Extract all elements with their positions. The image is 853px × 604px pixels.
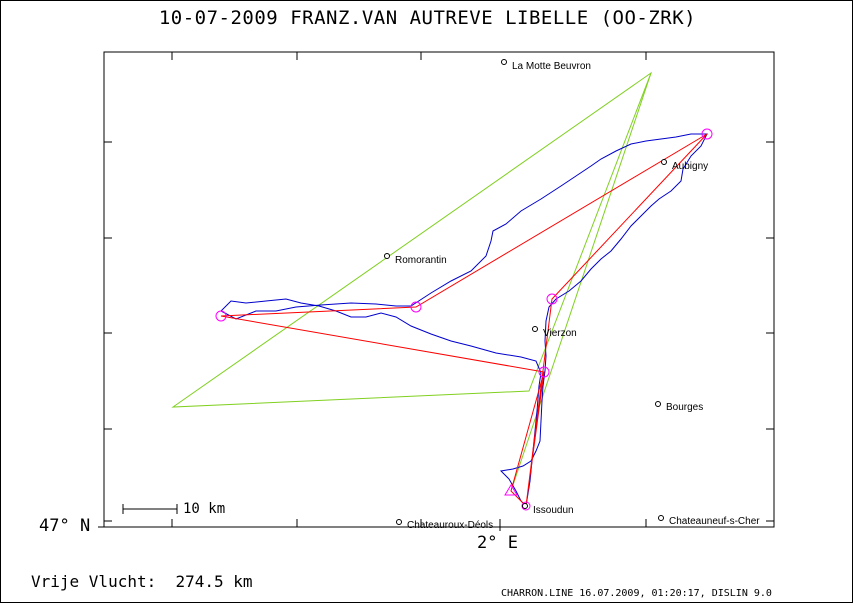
turnpoint-marker: [546, 293, 558, 305]
town-label: Aubigny: [672, 161, 709, 172]
turnpoint-marker: [538, 366, 550, 378]
scale-bar-label: 10 km: [183, 501, 226, 517]
town-label: Issoudun: [533, 505, 574, 516]
map-frame: [103, 51, 775, 528]
turnpoint-marker: [215, 310, 227, 322]
turnpoints: [215, 128, 713, 511]
town-label: Vierzon: [543, 328, 577, 339]
page-title: 10-07-2009 FRANZ.VAN AUTREVE LIBELLE (OO…: [158, 7, 697, 29]
scale-bar: [122, 504, 178, 514]
start-marker: [504, 484, 518, 496]
turnpoint-marker: [701, 128, 713, 140]
task-legs: [220, 133, 708, 508]
longitude-label: 2° E: [477, 533, 518, 553]
turnpoint-marker: [410, 301, 422, 313]
town-label: La Motte Beuvron: [512, 61, 591, 72]
distance-readout: Vrije Vlucht: 274.5 km: [31, 572, 253, 591]
footer-info: CHARRON.LINE 16.07.2009, 01:20:17, DISLI…: [501, 588, 772, 599]
town-label: Chateauneuf-s-Cher: [669, 516, 760, 527]
fai-triangle: [171, 71, 653, 408]
fai-triangle-leg: [512, 72, 652, 486]
flight-track: [220, 133, 708, 507]
town-label: Bourges: [666, 402, 704, 413]
tick-marks: [98, 52, 774, 531]
latitude-label: 47° N: [39, 516, 91, 536]
town-label: Chateauroux-Déols: [407, 520, 494, 531]
town-label: Romorantin: [395, 255, 447, 266]
town-markers: [384, 59, 667, 525]
